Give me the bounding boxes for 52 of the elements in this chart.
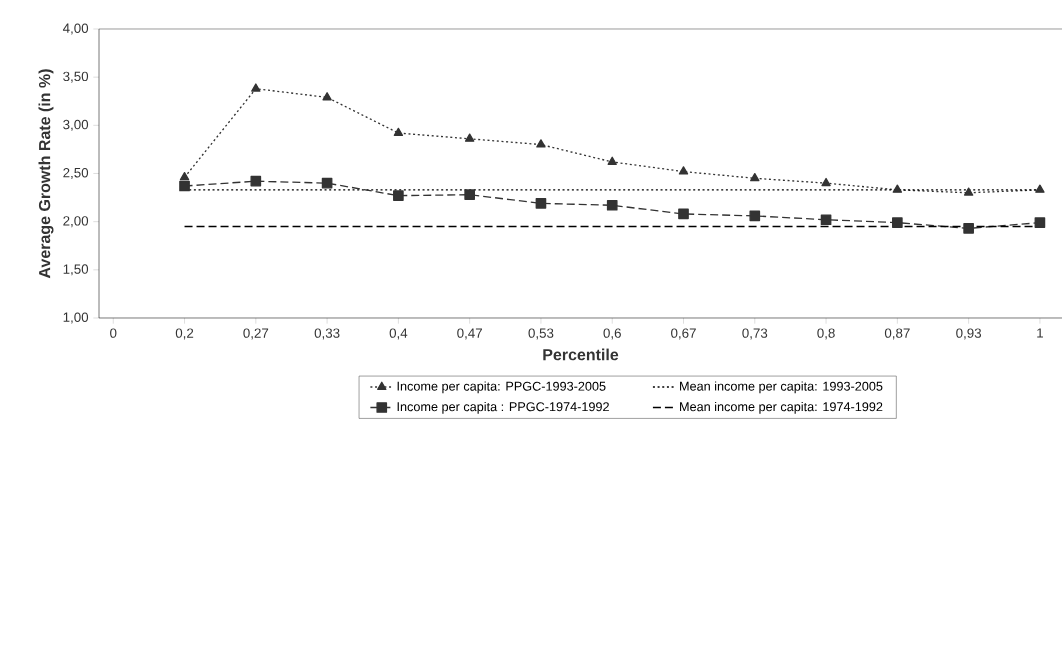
point [251, 83, 261, 92]
point [393, 127, 404, 137]
point [606, 199, 618, 211]
point [464, 133, 475, 142]
x-tick-label: 0,73 [742, 328, 768, 340]
x-tick-label: 0,27 [243, 328, 269, 340]
x-tick-label: 1 [1037, 328, 1043, 338]
point [820, 214, 832, 226]
point [322, 92, 332, 101]
x-tick-label: 0 [110, 328, 117, 338]
point [179, 180, 190, 192]
y-tick-label: 2,50 [63, 167, 89, 180]
x-tick-label: 0,2 [175, 328, 194, 340]
point [1035, 184, 1045, 193]
x-tick-label: 0,6 [603, 328, 621, 340]
point [464, 189, 475, 201]
x-tick-label: 0,53 [528, 328, 554, 340]
y-tick-label: 3,50 [63, 71, 89, 83]
point [179, 172, 190, 181]
x-tick-label: 0,8 [817, 328, 835, 340]
point [535, 198, 547, 209]
x-axis-title: Percentile [543, 348, 619, 361]
point [1034, 217, 1046, 228]
point [393, 190, 404, 201]
x-tick-label: 0,47 [457, 328, 482, 340]
y-axis-title: Average Growth Rate (in %) [38, 69, 54, 279]
point [250, 175, 262, 187]
point [678, 166, 689, 175]
point [607, 156, 617, 165]
point [749, 210, 761, 222]
x-tick-label: 0,67 [671, 328, 696, 340]
point [963, 187, 974, 196]
x-tick-label: 0,4 [389, 328, 408, 340]
point [750, 172, 760, 182]
point [536, 139, 546, 148]
x-tick-label: 0,87 [884, 328, 910, 340]
legend-label: Income per capita : PPGC-1974-1992 [397, 401, 609, 414]
x-tick-label: 0,93 [956, 328, 982, 340]
y-tick-label: 4,00 [62, 23, 89, 35]
y-tick-label: 1,00 [63, 312, 89, 324]
legend-label: Income per capita: PPGC-1993-2005 [397, 381, 606, 394]
point [821, 177, 831, 187]
point [892, 217, 903, 228]
y-tick-label: 3,00 [63, 119, 89, 131]
y-tick-label: 1,50 [63, 264, 89, 276]
point [678, 208, 689, 220]
y-tick-label: 2,00 [63, 216, 89, 228]
point [963, 223, 974, 234]
point [892, 184, 903, 193]
legend-label: Mean income per capita: 1974-1992 [680, 401, 883, 414]
legend-label: Mean income per capita: 1993-2005 [680, 381, 883, 394]
x-tick-label: 0,33 [314, 328, 340, 340]
